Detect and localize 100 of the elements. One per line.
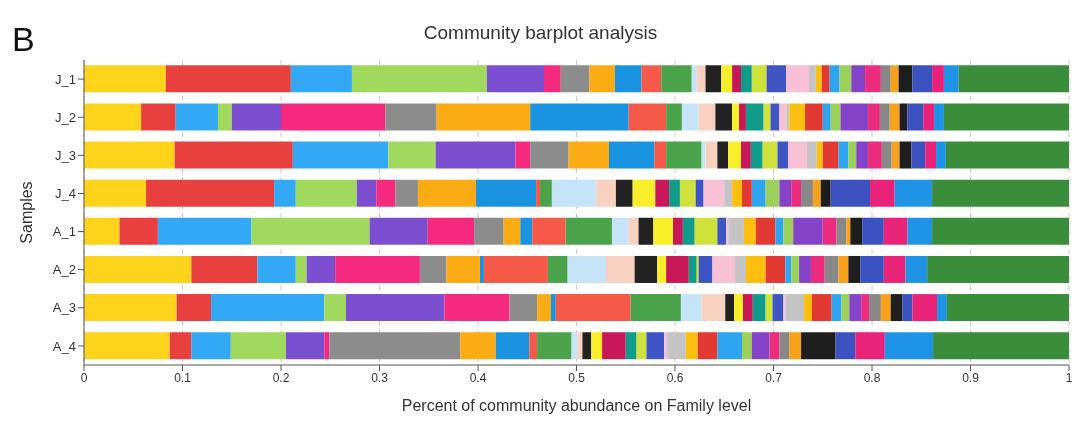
- bar: [902, 294, 913, 322]
- bar: [715, 103, 733, 131]
- bar: [688, 255, 697, 283]
- bar: [547, 255, 568, 283]
- bar: [638, 217, 654, 245]
- bar: [851, 65, 866, 93]
- x-tick-label: 0.1: [174, 370, 192, 385]
- bar: [728, 217, 744, 245]
- bar: [532, 217, 566, 245]
- bar: [285, 332, 325, 360]
- bar: [848, 255, 861, 283]
- bar: [743, 217, 756, 245]
- bar: [788, 141, 807, 169]
- bar: [119, 217, 158, 245]
- bar: [274, 179, 296, 207]
- bar: [696, 65, 706, 93]
- bar: [628, 217, 639, 245]
- bar: [84, 103, 142, 131]
- bar: [165, 65, 291, 93]
- bar: [806, 141, 817, 169]
- y-tick-label: J_2: [55, 109, 76, 125]
- bar: [725, 294, 735, 322]
- bar: [632, 179, 656, 207]
- bar: [816, 141, 823, 169]
- bar: [444, 294, 510, 322]
- bar: [636, 332, 647, 360]
- x-tick-label: 0: [80, 370, 88, 385]
- x-tick-label: 0.6: [666, 370, 684, 385]
- bar: [281, 103, 386, 131]
- bar: [821, 65, 830, 93]
- bar: [661, 65, 692, 93]
- bar: [899, 141, 912, 169]
- bar: [868, 141, 882, 169]
- bar: [946, 294, 1069, 322]
- bar: [231, 103, 281, 131]
- bar: [868, 103, 880, 131]
- bar: [694, 217, 718, 245]
- bar: [766, 65, 787, 93]
- bar: [786, 65, 809, 93]
- bar: [717, 332, 742, 360]
- bar: [705, 141, 718, 169]
- bar: [881, 141, 892, 169]
- bar: [230, 332, 286, 360]
- bar: [691, 65, 697, 93]
- bar: [324, 294, 347, 322]
- bar: [606, 255, 635, 283]
- bar: [436, 103, 531, 131]
- bar: [822, 141, 839, 169]
- bar: [805, 103, 823, 131]
- bar: [550, 294, 556, 322]
- bar: [395, 179, 418, 207]
- bar: [602, 332, 626, 360]
- bar: [779, 332, 790, 360]
- bar: [664, 332, 668, 360]
- bar: [84, 294, 177, 322]
- bar: [741, 332, 752, 360]
- bar: [634, 255, 658, 283]
- bar: [848, 141, 857, 169]
- bar: [907, 217, 933, 245]
- bar: [925, 141, 937, 169]
- bar: [811, 294, 832, 322]
- bar: [191, 332, 231, 360]
- bar: [479, 255, 484, 283]
- bar: [850, 217, 863, 245]
- bar: [577, 332, 583, 360]
- bar: [779, 179, 792, 207]
- bar: [536, 179, 541, 207]
- bar: [905, 255, 928, 283]
- bar: [615, 179, 633, 207]
- bar: [509, 294, 538, 322]
- y-axis-title: Samples: [17, 181, 35, 244]
- bar: [765, 255, 786, 283]
- bar: [417, 179, 477, 207]
- bar: [799, 255, 811, 283]
- y-tick-label: J_4: [55, 186, 76, 202]
- bar: [324, 332, 330, 360]
- bar: [912, 65, 933, 93]
- bar: [741, 179, 752, 207]
- bar: [721, 65, 733, 93]
- bar: [732, 65, 741, 93]
- bar: [801, 179, 813, 207]
- bar: [772, 294, 784, 322]
- bar: [879, 103, 890, 131]
- bar: [582, 332, 592, 360]
- bar: [911, 141, 926, 169]
- y-tick-label: A_2: [52, 262, 76, 278]
- bar: [783, 217, 794, 245]
- bar: [295, 255, 307, 283]
- bar: [724, 179, 733, 207]
- bar: [84, 255, 192, 283]
- x-tick-label: 0.7: [765, 370, 783, 385]
- bar: [669, 179, 680, 207]
- bar: [894, 179, 933, 207]
- bar: [745, 103, 764, 131]
- bar: [943, 103, 1069, 131]
- bar: [932, 217, 1069, 245]
- bar: [880, 294, 891, 322]
- bar: [567, 255, 607, 283]
- bar: [883, 255, 906, 283]
- bar: [943, 65, 959, 93]
